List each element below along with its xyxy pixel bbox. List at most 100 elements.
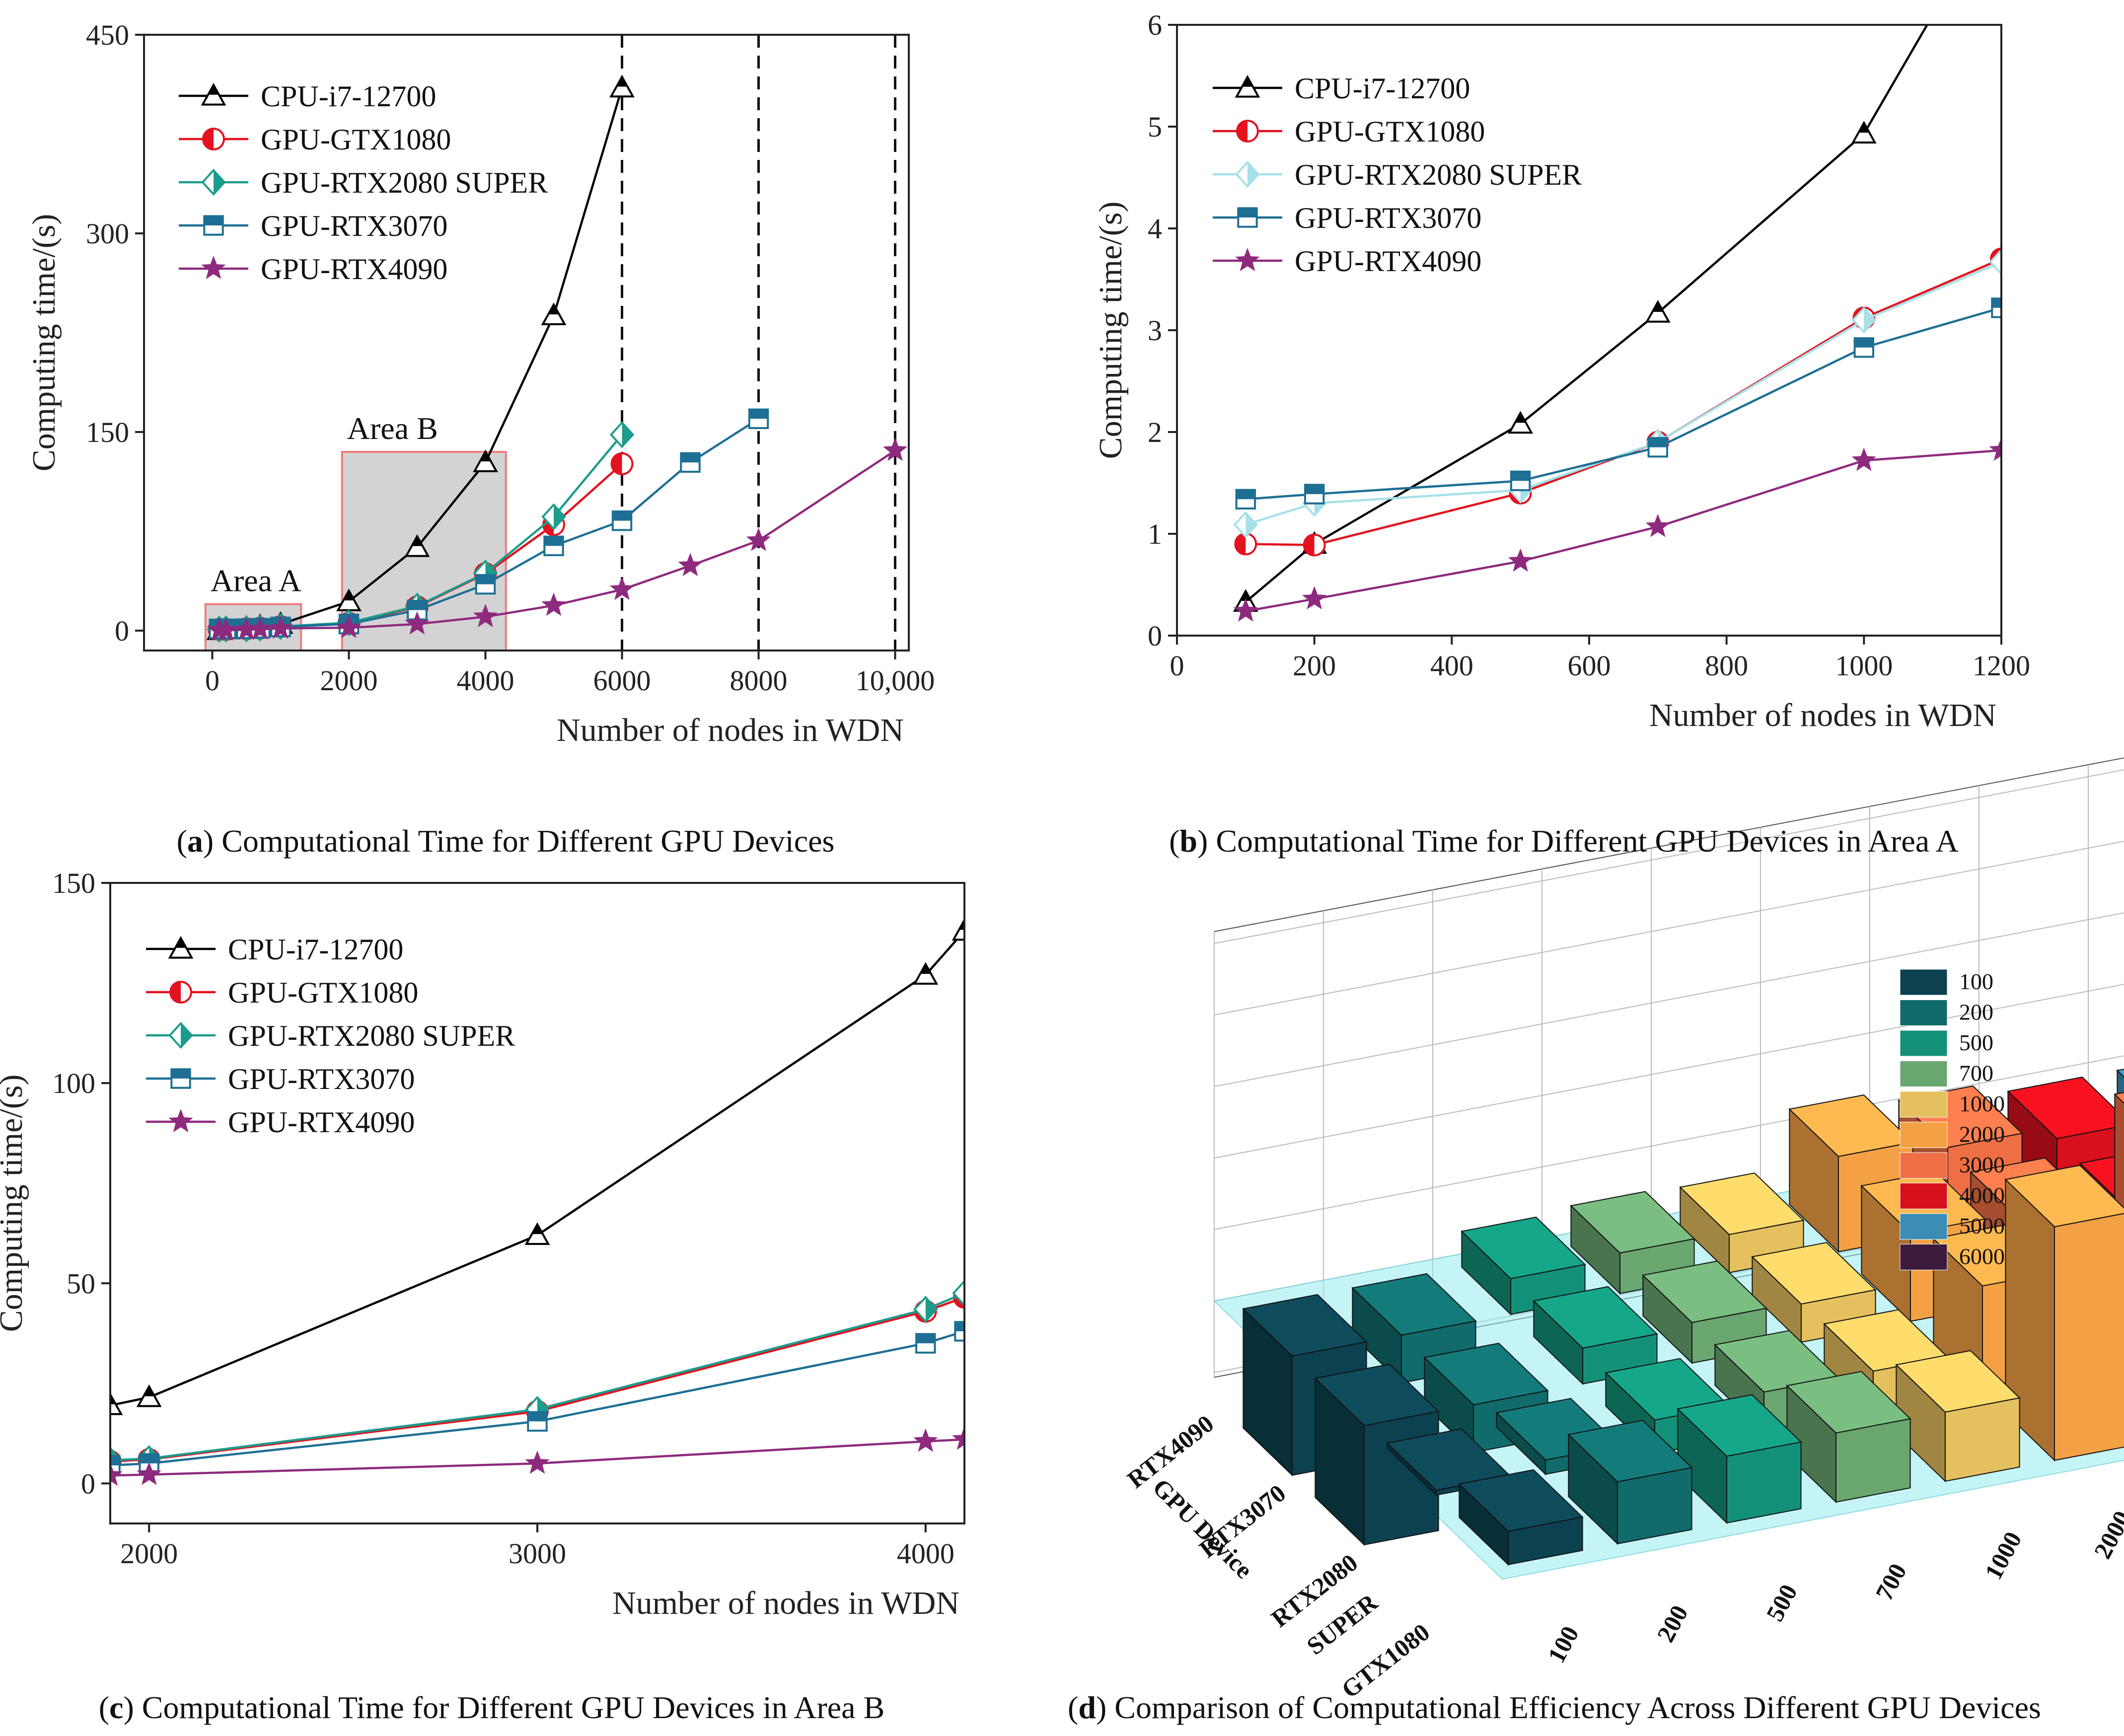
legend-marker-cpu-i7-12700-fill — [1242, 77, 1253, 87]
legend-swatch-200 — [1900, 1000, 1948, 1026]
bar-top — [1242, 1294, 1368, 1357]
legend-marker-gpu-rtx4090 — [168, 1109, 193, 1132]
x-tick-label: 100 — [1542, 1621, 1584, 1667]
data-point-gpu-rtx3070-fill — [612, 511, 632, 521]
c-legend: CPU-i7-12700 GPU-GTX1080 GPU-RTX2080 SUPER… — [146, 933, 515, 1139]
c-series-group — [100, 918, 964, 1486]
data-point-cpu-i7-12700-fill — [110, 1394, 116, 1404]
y-tick-label: 450 — [86, 19, 129, 51]
data-point-gpu-rtx3070-fill — [476, 575, 495, 584]
legend-marker-gpu-gtx1080-fill — [170, 982, 181, 1003]
data-point-gpu-rtx3070-fill — [1236, 490, 1255, 500]
data-point-gpu-gtx1080-fill — [611, 453, 622, 474]
x-tick-label: 0 — [205, 664, 220, 697]
data-point-cpu-i7-12700-fill — [920, 964, 931, 974]
legend-label-gpu-rtx2080-super: GPU-RTX2080 SUPER — [261, 166, 548, 199]
bar-top — [2116, 1069, 2124, 1078]
y-tick-label: 4 — [1148, 213, 1162, 245]
x-tick-label: 6000 — [593, 664, 651, 697]
data-point-gpu-rtx4090 — [336, 615, 362, 639]
bar-rtx4090-100 — [1458, 1469, 1584, 1566]
data-point-gpu-rtx2080-super-fill — [622, 423, 633, 447]
legend-label-5000: 5000 — [1959, 1213, 2005, 1238]
data-point-cpu-i7-12700-fill — [959, 920, 964, 930]
legend-marker-gpu-rtx3070-fill — [1238, 208, 1257, 217]
bar-top — [1570, 1191, 1695, 1254]
bar-top — [1895, 1350, 2021, 1413]
data-point-gpu-rtx4090 — [137, 1461, 161, 1485]
data-point-gpu-rtx3070-fill — [408, 600, 427, 610]
bar-top — [1751, 1242, 1877, 1305]
y-axis-title: Computing time/(s) — [26, 214, 62, 472]
grid-line — [1214, 912, 2124, 1087]
captions: ( a ) Computational Time for Different GPU… — [99, 823, 2041, 1725]
legend-label-gpu-gtx1080: GPU-GTX1080 — [1295, 115, 1485, 148]
y-tick-label: 100 — [52, 1067, 95, 1099]
data-point-cpu-i7-12700-fill — [1515, 413, 1526, 423]
legend-label-200: 200 — [1959, 1000, 1993, 1025]
data-point-gpu-rtx4090 — [678, 553, 703, 577]
x-tick-label: 4000 — [897, 1537, 954, 1570]
data-point-cpu-i7-12700-fill — [412, 536, 423, 546]
x-tick-label: 700 — [1870, 1559, 1912, 1605]
bar-rtx4090-700 — [1786, 1371, 1911, 1504]
bar-top — [1786, 1371, 1911, 1434]
caption-a: (a) Computational Time for Different GPU… — [177, 823, 835, 859]
x-axis-title: Number of nodes in WDN — [557, 712, 904, 748]
caption-paren-open: ( — [99, 1690, 109, 1725]
legend-swatch-1000 — [1900, 1091, 1948, 1118]
bar-front — [2054, 1213, 2124, 1461]
y-tick-label: 150 — [86, 416, 129, 448]
data-point-gpu-rtx2080-super-fill — [2001, 250, 2012, 274]
bar-top — [2079, 1154, 2124, 1207]
bar-top — [1679, 1172, 1805, 1235]
bar-top — [2007, 1077, 2124, 1139]
panel-b-plot: 0 200 400 600 800 1000 1200 0 1 2 3 4 5 6 Number of no… — [1093, 9, 2030, 733]
x-tick-label: 8000 — [730, 664, 788, 697]
legend-label-gpu-rtx3070: GPU-RTX3070 — [228, 1063, 415, 1095]
data-point-gpu-rtx4090 — [525, 1450, 550, 1474]
panel-a-plot: Area A Area B 0 2000 4000 6000 8000 10,000 0 150 3… — [26, 19, 935, 748]
legend-label-2000: 2000 — [1959, 1122, 2005, 1147]
data-point-gpu-rtx4090 — [952, 1426, 964, 1450]
data-point-gpu-gtx1080-fill — [100, 1451, 110, 1472]
data-point-cpu-i7-12700 — [609, 74, 635, 98]
legend-label-700: 700 — [1959, 1061, 1993, 1086]
a-plot-background — [144, 35, 909, 651]
data-point-gpu-rtx4090 — [882, 437, 908, 461]
bar-top — [1351, 1273, 1477, 1336]
legend-marker-gpu-rtx2080-super-fill — [181, 1023, 192, 1048]
data-point-gpu-rtx3070-fill — [1854, 338, 1874, 348]
y-tick-label: 300 — [86, 217, 129, 250]
caption-text: ) Computational Time for Different GPU D… — [123, 1690, 884, 1725]
panel-d-plot: -303691215Speedup10020050070010002000300… — [1122, 757, 2124, 1704]
data-point-gpu-rtx4090 — [1851, 447, 1876, 471]
data-point-cpu-i7-12700-fill — [1240, 591, 1251, 601]
data-point-cpu-i7-12700-fill — [1858, 123, 1870, 133]
y-tick-label: 0 — [1148, 620, 1162, 652]
panel-c-plot: 2000 3000 4000 0 50 100 150 Number of nodes in … — [0, 867, 965, 1621]
data-point-gpu-gtx1080-fill — [1235, 533, 1246, 555]
legend-swatch-700 — [1900, 1061, 1948, 1087]
series-line-gpu-rtx4090 — [1245, 449, 2001, 613]
bar-gtx1080-700 — [1570, 1191, 1695, 1295]
bar-top — [2004, 1164, 2124, 1228]
legend-swatch-2000 — [1900, 1122, 1948, 1148]
x-tick-label: 4000 — [457, 664, 514, 697]
legend-swatch-3000 — [1900, 1152, 1948, 1179]
data-point-gpu-rtx4090 — [473, 604, 498, 627]
legend-swatch-500 — [1900, 1030, 1948, 1057]
bar-top — [1567, 1420, 1693, 1483]
y-tick-label: 150 — [52, 867, 95, 899]
caption-letter: a — [187, 823, 203, 859]
x-tick-label: 200 — [1293, 650, 1336, 682]
legend-marker-gpu-rtx4090 — [201, 256, 226, 279]
y-axis-title: Computing time/(s) — [0, 1075, 29, 1332]
caption-letter: b — [1179, 823, 1197, 859]
data-point-gpu-rtx3070-fill — [916, 1334, 935, 1344]
bar-rtx4090-200 — [1567, 1420, 1693, 1545]
caption-letter: c — [109, 1690, 123, 1725]
data-point-gpu-rtx3070-fill — [140, 1454, 158, 1464]
bar-rtx4090-2000 — [2004, 1164, 2124, 1462]
legend-label-gpu-rtx4090: GPU-RTX4090 — [261, 253, 447, 286]
